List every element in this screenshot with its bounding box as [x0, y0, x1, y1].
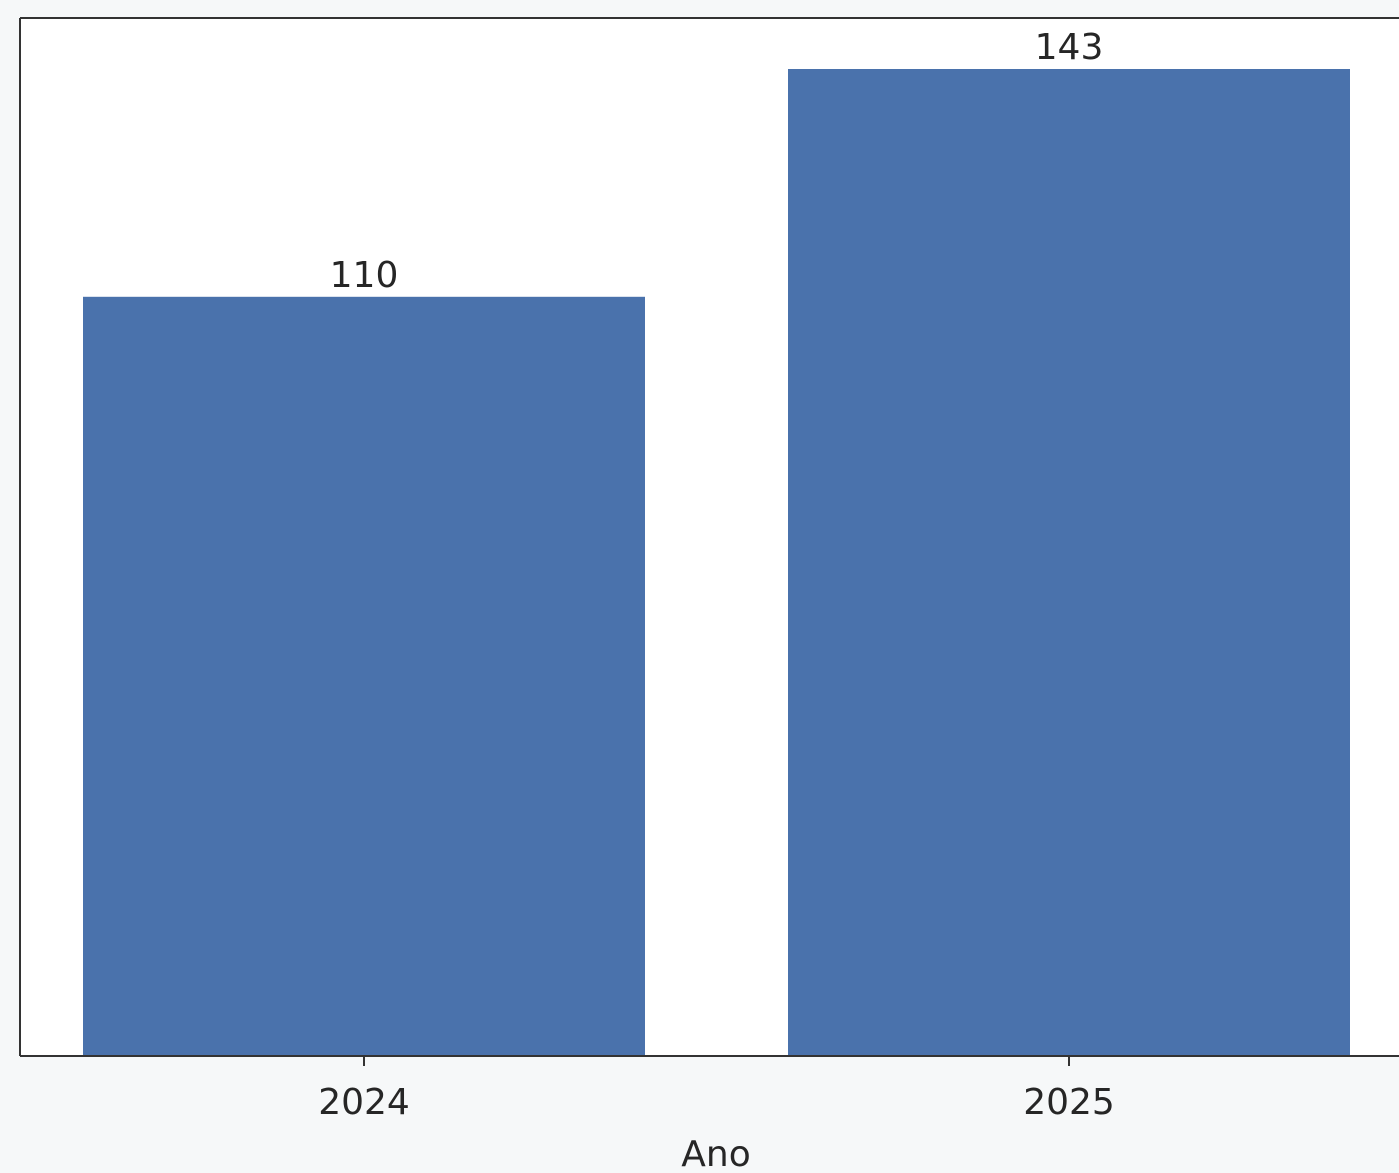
x-tick-label-2024: 2024 [318, 1082, 410, 1123]
bar-labels-layer: 110 143 [330, 27, 1104, 296]
bar-value-label-2024: 110 [330, 255, 399, 296]
x-axis-label: Ano [681, 1134, 750, 1173]
bar-2024 [83, 296, 645, 1056]
bar-value-label-2025: 143 [1035, 27, 1104, 68]
x-tick-label-2025: 2025 [1023, 1082, 1115, 1123]
bars-layer [83, 69, 1350, 1056]
bar-2025 [788, 69, 1350, 1056]
x-ticks-layer: 2024 2025 [318, 1056, 1115, 1123]
